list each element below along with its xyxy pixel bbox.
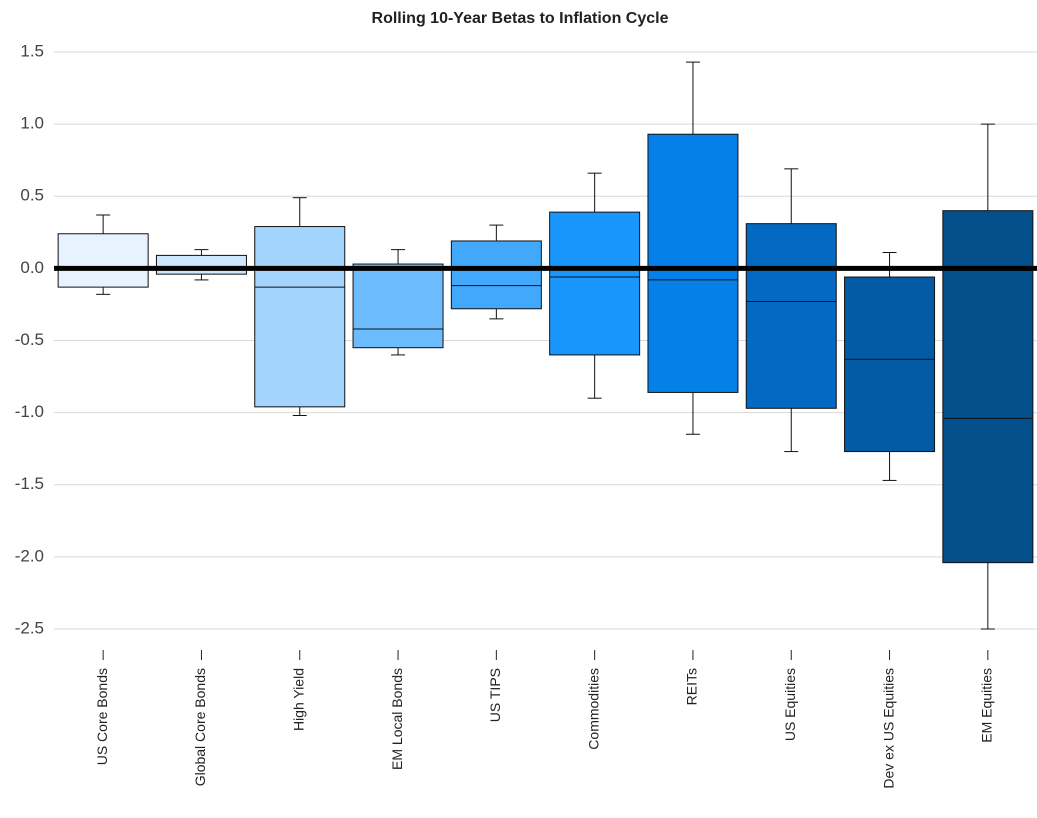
box — [745, 223, 837, 409]
x-tick-label: Commodities — [585, 668, 601, 750]
box — [942, 210, 1034, 564]
y-tick-label: 1.0 — [20, 114, 44, 133]
x-tick-label: EM Equities — [979, 668, 995, 743]
x-tick-label: High Yield — [290, 668, 306, 731]
chart-title: Rolling 10-Year Betas to Inflation Cycle — [372, 10, 669, 27]
y-tick-label: -2.0 — [15, 546, 44, 565]
box — [647, 133, 739, 393]
y-tick-label: 1.5 — [20, 41, 44, 60]
y-tick-label: 0.5 — [20, 186, 44, 205]
box — [450, 240, 542, 310]
x-tick-label: EM Local Bonds — [389, 668, 405, 770]
box — [352, 263, 444, 349]
box — [844, 276, 936, 453]
box — [155, 254, 247, 275]
x-tick-label: Dev ex US Equities — [880, 668, 896, 789]
box — [549, 211, 641, 356]
x-tick-label: REITs — [684, 668, 700, 705]
y-tick-label: -0.5 — [15, 330, 44, 349]
box — [254, 226, 346, 408]
y-tick-label: -1.5 — [15, 474, 44, 493]
x-tick-label: US Core Bonds — [94, 668, 110, 765]
y-tick-label: -2.5 — [15, 618, 44, 637]
x-tick-label: US TIPS — [487, 668, 503, 722]
y-tick-label: -1.0 — [15, 402, 44, 421]
x-tick-label: Global Core Bonds — [192, 668, 208, 786]
x-tick-label: US Equities — [782, 668, 798, 741]
box — [57, 233, 149, 288]
y-tick-label: 0.0 — [20, 258, 44, 277]
